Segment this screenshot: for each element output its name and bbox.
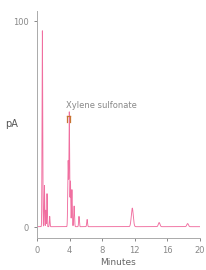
Y-axis label: pA: pA bbox=[5, 119, 18, 129]
X-axis label: Minutes: Minutes bbox=[101, 258, 136, 267]
Text: Xylene sulfonate: Xylene sulfonate bbox=[66, 101, 137, 110]
